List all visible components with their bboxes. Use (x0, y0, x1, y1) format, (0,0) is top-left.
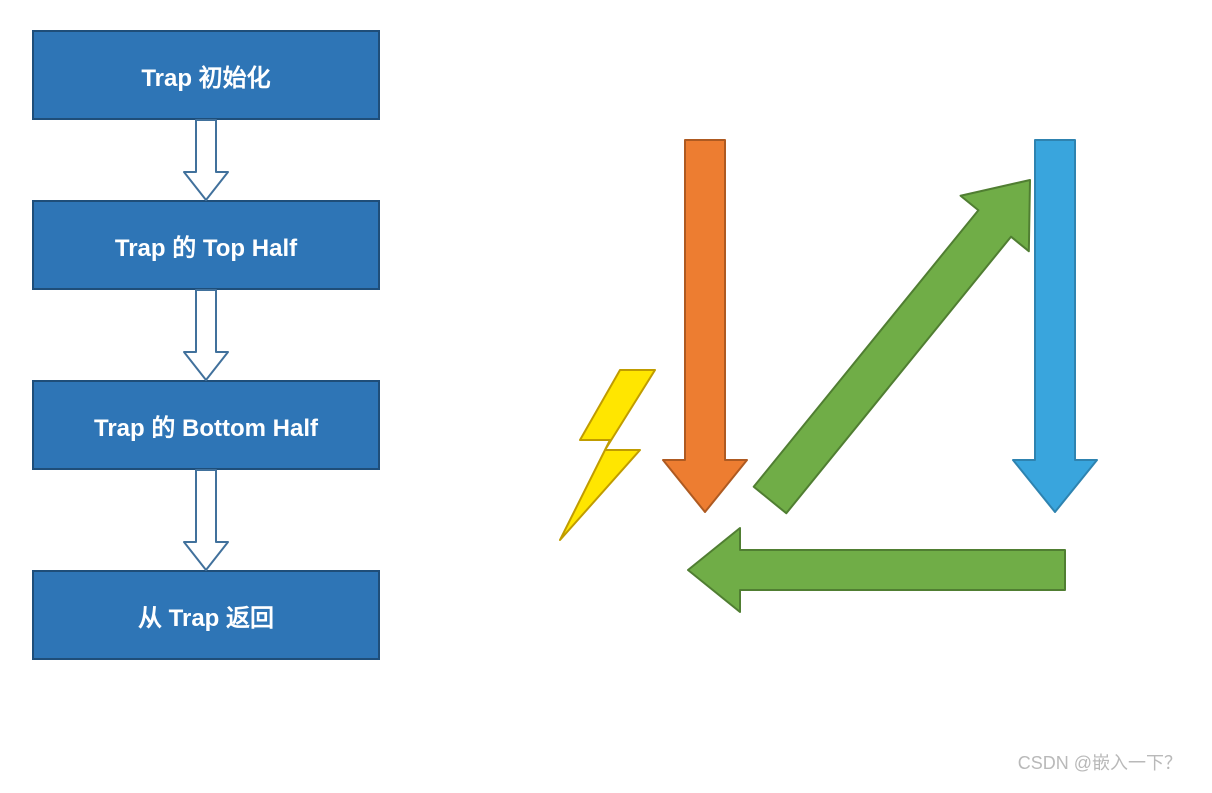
flow-box-label: Trap 的 Top Half (115, 228, 297, 263)
watermark-text: CSDN @嵌入一下？ (1018, 749, 1182, 775)
big-arrows (663, 140, 1097, 612)
green-diagonal-arrow (754, 180, 1030, 513)
flow-box-label: Trap 的 Bottom Half (94, 408, 318, 443)
flow-box-label: 从 Trap 返回 (138, 598, 274, 633)
green-left-arrow (688, 528, 1065, 612)
flow-box-top: Trap 的 Top Half (32, 200, 380, 290)
flow-connector-2 (184, 470, 228, 570)
flow-box-return: 从 Trap 返回 (32, 570, 380, 660)
flow-box-bottom: Trap 的 Bottom Half (32, 380, 380, 470)
blue-down-arrow (1013, 140, 1097, 512)
orange-down-arrow (663, 140, 747, 512)
flow-connectors (184, 120, 228, 570)
flow-box-init: Trap 初始化 (32, 30, 380, 120)
lightning-bolt (560, 370, 655, 540)
flow-box-label: Trap 初始化 (141, 58, 270, 93)
lightning-icon (560, 370, 655, 540)
flow-connector-0 (184, 120, 228, 200)
flow-connector-1 (184, 290, 228, 380)
